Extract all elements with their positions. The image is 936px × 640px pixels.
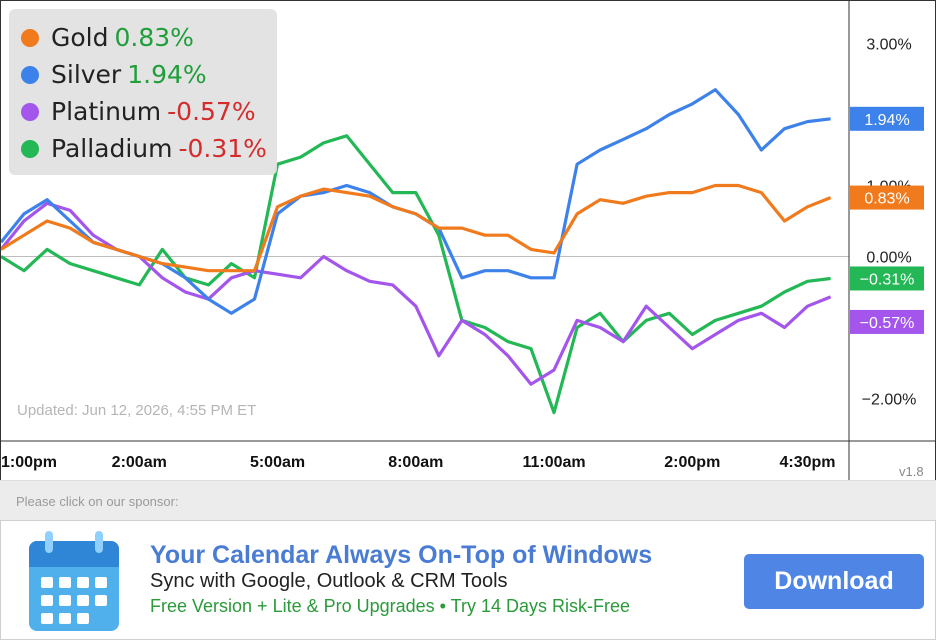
legend-name: Silver xyxy=(51,60,121,89)
series-line-platinum xyxy=(1,203,831,384)
legend-name: Gold xyxy=(51,23,108,52)
download-button[interactable]: Download xyxy=(744,554,924,609)
end-value-label: −0.31% xyxy=(860,271,915,288)
ad-subtitle: Sync with Google, Outlook & CRM Tools xyxy=(150,570,508,593)
legend-change: -0.31% xyxy=(179,134,267,163)
y-tick-label: −2.00% xyxy=(862,391,917,408)
chart-area: 3.00%2.00%1.00%0.00%−1.00%−2.00%1:00pm2:… xyxy=(0,0,936,480)
x-tick-label: 5:00am xyxy=(250,454,305,471)
version-label: v1.8 xyxy=(899,464,924,479)
x-tick-label: 2:00am xyxy=(112,454,167,471)
end-value-label: 1.94% xyxy=(864,112,909,129)
legend-change: 1.94% xyxy=(127,60,206,89)
ad-promo: Free Version + Lite & Pro Upgrades • Try… xyxy=(150,596,630,617)
end-value-label: 0.83% xyxy=(864,191,909,208)
x-tick-label: 8:00am xyxy=(388,454,443,471)
x-tick-label: 11:00am xyxy=(522,454,585,471)
legend-dot xyxy=(21,140,39,158)
legend-change: 0.83% xyxy=(114,23,193,52)
legend-dot xyxy=(21,66,39,84)
x-tick-label: 2:00pm xyxy=(664,454,720,471)
legend-name: Palladium xyxy=(51,134,173,163)
sponsor-bar: Please click on our sponsor: xyxy=(0,480,936,520)
legend-item-platinum: Platinum -0.57% xyxy=(21,93,265,130)
ad-title[interactable]: Your Calendar Always On-Top of Windows xyxy=(150,541,652,570)
series-line-palladium xyxy=(1,136,831,413)
updated-timestamp: Updated: Jun 12, 2026, 4:55 PM ET xyxy=(17,402,256,419)
sponsor-label: Please click on our sponsor: xyxy=(16,494,179,509)
x-tick-label: 4:30pm xyxy=(780,454,836,471)
legend-item-palladium: Palladium -0.31% xyxy=(21,130,265,167)
y-tick-label: 0.00% xyxy=(866,249,911,266)
series-line-gold xyxy=(1,186,831,271)
legend-dot xyxy=(21,103,39,121)
legend-change: -0.57% xyxy=(167,97,255,126)
sponsor-ad[interactable]: Your Calendar Always On-Top of Windows S… xyxy=(0,520,936,640)
y-tick-label: 3.00% xyxy=(866,37,911,54)
legend-item-silver: Silver 1.94% xyxy=(21,56,265,93)
legend-item-gold: Gold 0.83% xyxy=(21,19,265,56)
legend: Gold 0.83% Silver 1.94% Platinum -0.57% … xyxy=(9,9,277,175)
end-value-label: −0.57% xyxy=(860,315,915,332)
legend-dot xyxy=(21,29,39,47)
legend-name: Platinum xyxy=(51,97,161,126)
calendar-icon[interactable] xyxy=(27,529,121,633)
x-tick-label: 1:00pm xyxy=(1,454,57,471)
